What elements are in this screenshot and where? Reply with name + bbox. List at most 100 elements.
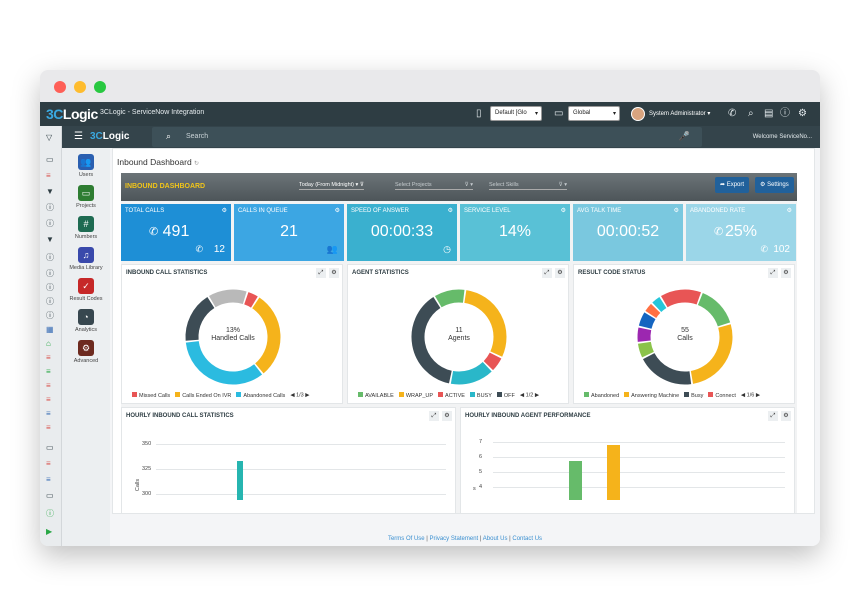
window-icon[interactable]: ▭ xyxy=(554,108,564,119)
donut-slice-connect[interactable] xyxy=(660,289,702,308)
kpi-tile-speed-of-answer[interactable]: SPEED OF ANSWER ⚙ 00:00:33 ◷ xyxy=(347,204,457,261)
donut-slice-other3[interactable] xyxy=(638,312,656,329)
info-icon[interactable]: ⓘ xyxy=(46,509,54,518)
module-numbers[interactable]: # Numbers xyxy=(62,216,110,240)
gear-icon[interactable]: ⚙ xyxy=(798,108,807,119)
skills-filter[interactable]: Select Skills ⊽ ▾ xyxy=(489,182,567,190)
help-icon[interactable]: ⓘ xyxy=(780,108,790,119)
list-icon[interactable]: ≡ xyxy=(46,475,51,484)
donut-slice-other4[interactable] xyxy=(645,303,661,319)
folder-icon[interactable]: ▭ xyxy=(46,443,54,452)
module-analytics[interactable]: ◔ Analytics xyxy=(62,309,110,333)
legend-pager[interactable]: ◀ 1/2 ▶ xyxy=(520,393,539,399)
donut-slice-busy[interactable] xyxy=(642,352,692,385)
info-icon[interactable]: ⓘ xyxy=(46,219,54,228)
donut-slice-answering-machine[interactable] xyxy=(690,324,733,384)
info-icon[interactable]: ⓘ xyxy=(46,269,54,278)
kpi-tile-calls-in-queue[interactable]: CALLS IN QUEUE ⚙ 21 👥 xyxy=(234,204,344,261)
bar[interactable] xyxy=(569,461,582,500)
legend-item[interactable]: AVAILABLE xyxy=(358,392,394,399)
legend-pager[interactable]: ◀ 1/3 ▶ xyxy=(290,393,309,399)
legend-item[interactable]: Abandoned xyxy=(584,392,619,399)
about-link[interactable]: About Us xyxy=(482,536,508,542)
user-menu[interactable]: System Administrator ▾ xyxy=(649,110,710,117)
chevron-left-icon[interactable]: ◀ xyxy=(740,392,747,399)
list-icon[interactable]: ≡ xyxy=(46,381,51,390)
gear-icon[interactable]: ⚙ xyxy=(442,411,452,421)
module-media-library[interactable]: ♫ Media Library xyxy=(62,247,110,271)
kpi-tile-total-calls[interactable]: TOTAL CALLS ⚙ 491 ✆ ✆ 12 xyxy=(121,204,231,261)
legend-item[interactable]: Calls Ended On IVR xyxy=(175,392,231,399)
list-icon[interactable]: ≡ xyxy=(46,171,51,180)
legend-item[interactable]: Busy xyxy=(684,392,703,399)
legend-item[interactable]: OFF xyxy=(496,392,515,399)
chevron-down-icon[interactable]: ▼ xyxy=(46,235,54,244)
gear-icon[interactable]: ⚙ xyxy=(673,208,679,214)
info-icon[interactable]: ⓘ xyxy=(46,283,54,292)
expand-icon[interactable]: ⤢ xyxy=(768,411,778,421)
chevron-right-icon[interactable]: ▶ xyxy=(533,392,540,399)
gear-icon[interactable]: ⚙ xyxy=(560,208,566,214)
microphone-icon[interactable]: 🎤 xyxy=(678,131,690,141)
folder-icon[interactable]: ▭ xyxy=(46,491,54,500)
terms-link[interactable]: Terms Of Use xyxy=(387,536,425,542)
donut-slice-abandoned-calls[interactable] xyxy=(185,340,263,385)
legend-item[interactable]: Missed Calls xyxy=(132,392,170,399)
avatar[interactable] xyxy=(631,107,645,121)
donut-slice-other1[interactable] xyxy=(637,341,654,358)
gear-icon[interactable]: ⚙ xyxy=(781,268,791,278)
menu-icon[interactable]: ☰ xyxy=(74,131,83,142)
gear-icon[interactable]: ⚙ xyxy=(221,208,227,214)
kpi-tile-abandoned-rate[interactable]: ABANDONED RATE ⚙ 25% ✆ ✆ 102 xyxy=(686,204,796,261)
expand-icon[interactable]: ⤢ xyxy=(429,411,439,421)
list-icon[interactable]: ≡ xyxy=(46,409,51,418)
close-window-button[interactable] xyxy=(54,81,66,93)
bar[interactable] xyxy=(237,461,243,500)
gear-icon[interactable]: ⚙ xyxy=(555,268,565,278)
legend-item[interactable]: WRAP_UP xyxy=(398,392,433,399)
module-result-codes[interactable]: ✓ Result Codes xyxy=(62,278,110,302)
grid-icon[interactable]: ▦ xyxy=(46,325,54,334)
donut-slice-other[interactable] xyxy=(208,289,247,308)
expand-icon[interactable]: ⤢ xyxy=(542,268,552,278)
donut-slice-available[interactable] xyxy=(434,289,465,308)
legend-item[interactable]: Connect xyxy=(708,392,736,399)
gear-icon[interactable]: ⚙ xyxy=(786,208,792,214)
info-icon[interactable]: ⓘ xyxy=(46,253,54,262)
chevron-left-icon[interactable]: ◀ xyxy=(519,392,526,399)
chevron-right-icon[interactable]: ▶ xyxy=(303,392,310,399)
module-projects[interactable]: ▭ Projects xyxy=(62,185,110,209)
minimize-window-button[interactable] xyxy=(74,81,86,93)
phone-icon[interactable]: ✆ xyxy=(728,108,737,119)
legend-item[interactable]: ACTIVE xyxy=(438,392,465,399)
scope-select[interactable]: Global ▾ xyxy=(568,106,620,121)
list-icon[interactable]: ≡ xyxy=(46,459,51,468)
contact-link[interactable]: Contact Us xyxy=(512,536,543,542)
chat-icon[interactable]: ▤ xyxy=(764,108,774,119)
legend-item[interactable]: Answering Machine xyxy=(624,392,679,399)
info-icon[interactable]: ⓘ xyxy=(46,203,54,212)
play-icon[interactable]: ▶ xyxy=(46,527,53,536)
donut-slice-other2[interactable] xyxy=(637,327,652,342)
export-button[interactable]: ➦ Export xyxy=(715,177,750,193)
logo[interactable]: 3CLogic xyxy=(46,106,98,122)
donut-slice-handled-calls[interactable] xyxy=(185,297,215,341)
document-icon[interactable]: ▯ xyxy=(476,108,482,119)
folder-icon[interactable]: ▭ xyxy=(46,155,54,164)
info-icon[interactable]: ⓘ xyxy=(46,311,54,320)
donut-slice-off[interactable] xyxy=(411,297,453,384)
chevron-right-icon[interactable]: ▶ xyxy=(754,392,761,399)
kpi-tile-avg-talk-time[interactable]: AVG TALK TIME ⚙ 00:00:52 xyxy=(573,204,683,261)
donut-slice-other5[interactable] xyxy=(652,297,667,313)
chevron-left-icon[interactable]: ◀ xyxy=(290,392,297,399)
search-input[interactable]: ⌕ Search 🎤 xyxy=(152,127,702,147)
list-icon[interactable]: ≡ xyxy=(46,395,51,404)
bar[interactable] xyxy=(607,444,620,500)
time-filter[interactable]: Today (From Midnight) ▾ ⊽ xyxy=(299,182,364,190)
donut-slice-busy[interactable] xyxy=(450,361,492,385)
gear-icon[interactable]: ⚙ xyxy=(329,268,339,278)
filter-icon[interactable]: ▽ xyxy=(46,133,53,142)
kpi-tile-service-level[interactable]: SERVICE LEVEL ⚙ 14% xyxy=(460,204,570,261)
legend-pager[interactable]: ◀ 1/6 ▶ xyxy=(741,393,760,399)
donut-slice-calls-ended-on-ivr[interactable] xyxy=(251,297,281,374)
